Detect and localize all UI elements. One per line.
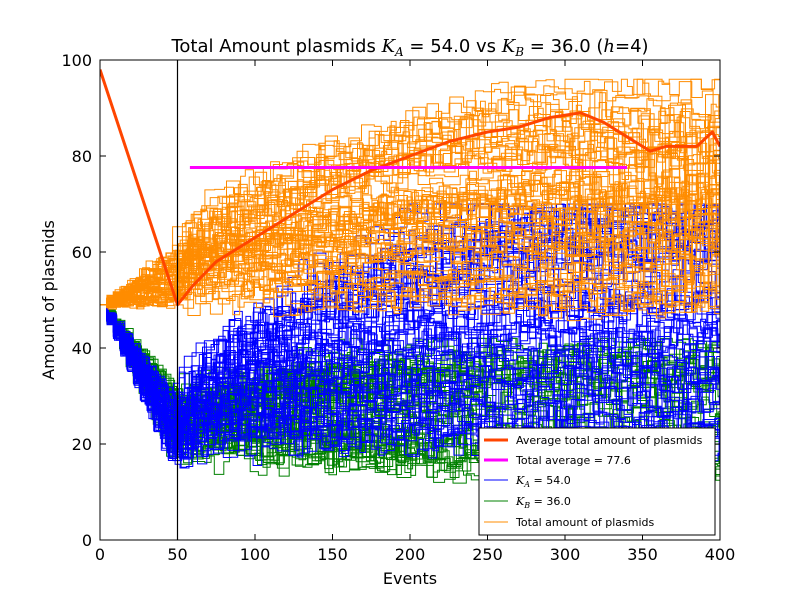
y-axis-label: Amount of plasmids bbox=[39, 220, 58, 380]
x-tick-label-4: 200 bbox=[395, 545, 426, 564]
legend-label-total: Total amount of plasmids bbox=[515, 516, 654, 529]
average-total-line bbox=[100, 69, 720, 307]
x-tick-label-0: 0 bbox=[95, 545, 105, 564]
total-trace-40 bbox=[100, 244, 720, 309]
ka-trace-36 bbox=[100, 304, 720, 462]
x-axis-ticks: 0 50 100 150 200 250 300 350 400 bbox=[95, 60, 735, 564]
legend-label-average-total: Average total amount of plasmids bbox=[516, 434, 703, 447]
y-tick-label-4: 80 bbox=[72, 147, 92, 166]
legend-label-ka: KA = 54.0 bbox=[515, 474, 571, 489]
legend-label-total-average: Total average = 77.6 bbox=[515, 454, 631, 467]
ka-trace-61 bbox=[100, 259, 720, 458]
average-layer bbox=[100, 69, 720, 307]
y-tick-label-2: 40 bbox=[72, 339, 92, 358]
ka-trace-34 bbox=[100, 304, 720, 445]
total-trace-46 bbox=[100, 174, 720, 308]
x-tick-label-6: 300 bbox=[550, 545, 581, 564]
total-trace-64 bbox=[100, 277, 720, 310]
total-trace-47 bbox=[100, 211, 720, 306]
chart-title: Total Amount plasmids KA = 54.0 vs KB = … bbox=[170, 36, 648, 59]
total-trace-37 bbox=[100, 78, 720, 306]
total-trace-15 bbox=[100, 150, 720, 306]
total-trace-65 bbox=[100, 255, 720, 306]
ka-trace-51 bbox=[100, 304, 720, 453]
total-trace-68 bbox=[100, 133, 720, 306]
x-tick-label-1: 50 bbox=[167, 545, 187, 564]
legend-box bbox=[478, 427, 716, 536]
ka-trace-68 bbox=[100, 288, 720, 412]
total-trace-55 bbox=[100, 262, 720, 307]
legend-label-kb: KB = 36.0 bbox=[515, 495, 571, 510]
y-tick-label-1: 20 bbox=[72, 435, 92, 454]
total-series-lines bbox=[100, 78, 720, 322]
total-trace-63 bbox=[100, 197, 720, 306]
y-tick-label-3: 60 bbox=[72, 243, 92, 262]
total-trace-67 bbox=[100, 205, 720, 306]
x-tick-label-2: 100 bbox=[240, 545, 271, 564]
legend: Average total amount of plasmids Total a… bbox=[478, 427, 716, 536]
y-tick-label-0: 0 bbox=[82, 531, 92, 550]
total-trace-57 bbox=[100, 198, 720, 306]
x-axis-label: Events bbox=[383, 569, 437, 588]
y-tick-label-5: 100 bbox=[61, 51, 92, 70]
ka-trace-48 bbox=[100, 304, 720, 438]
x-tick-label-7: 350 bbox=[627, 545, 658, 564]
x-tick-label-8: 400 bbox=[705, 545, 736, 564]
total-trace-43 bbox=[100, 239, 720, 306]
total-trace-61 bbox=[100, 168, 720, 306]
ka-trace-41 bbox=[100, 304, 720, 446]
x-tick-label-3: 150 bbox=[317, 545, 348, 564]
total-trace-48 bbox=[100, 141, 720, 318]
ka-trace-67 bbox=[100, 304, 720, 422]
x-tick-label-5: 250 bbox=[472, 545, 503, 564]
total-trace-45 bbox=[100, 91, 720, 313]
